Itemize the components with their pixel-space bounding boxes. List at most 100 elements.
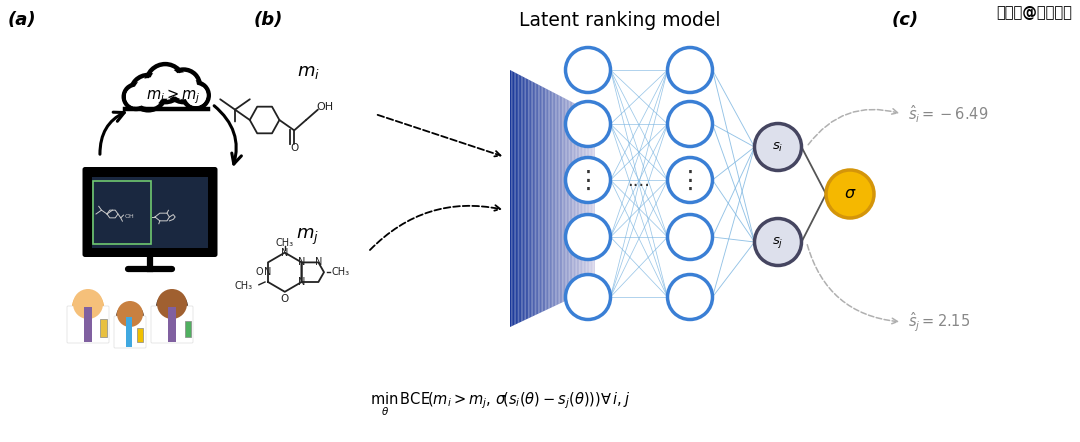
Text: CH₃: CH₃ — [234, 281, 253, 291]
Text: O: O — [281, 294, 289, 304]
Polygon shape — [510, 70, 512, 327]
Text: $\underset{\theta}{\min}\,\mathrm{BCE}\!\left(m_i > m_j,\, \sigma\!\left(s_i(\th: $\underset{\theta}{\min}\,\mathrm{BCE}\!… — [370, 390, 630, 418]
Polygon shape — [579, 106, 581, 294]
Polygon shape — [569, 101, 571, 299]
Polygon shape — [565, 99, 567, 301]
Text: OH: OH — [316, 102, 334, 112]
Circle shape — [755, 218, 801, 266]
Polygon shape — [526, 78, 527, 320]
Polygon shape — [551, 91, 553, 308]
Bar — [100, 319, 107, 337]
Polygon shape — [591, 112, 592, 289]
Polygon shape — [536, 83, 537, 315]
Circle shape — [167, 69, 200, 102]
Text: $s_j$: $s_j$ — [772, 235, 784, 249]
Text: ....: .... — [627, 171, 650, 190]
Text: $\hat{s}_i = -6.49$: $\hat{s}_i = -6.49$ — [908, 103, 988, 125]
Polygon shape — [582, 107, 583, 293]
Polygon shape — [594, 113, 595, 288]
Text: N: N — [298, 257, 306, 267]
Text: (c): (c) — [892, 11, 919, 29]
Polygon shape — [532, 82, 535, 316]
Circle shape — [157, 289, 187, 319]
Polygon shape — [577, 104, 578, 296]
Text: N: N — [265, 267, 272, 277]
Circle shape — [667, 274, 713, 320]
Polygon shape — [546, 89, 549, 310]
Text: $m_i > m_j$: $m_i > m_j$ — [146, 88, 200, 106]
Bar — [92, 176, 208, 248]
Bar — [93, 180, 151, 244]
Polygon shape — [540, 85, 541, 313]
Polygon shape — [535, 83, 536, 316]
Polygon shape — [554, 93, 555, 306]
Circle shape — [566, 214, 610, 259]
Circle shape — [755, 123, 801, 171]
Polygon shape — [572, 102, 573, 297]
Polygon shape — [578, 105, 579, 295]
Circle shape — [72, 291, 104, 323]
Polygon shape — [523, 76, 524, 321]
Polygon shape — [522, 76, 523, 322]
Text: $s_i$: $s_i$ — [772, 141, 784, 153]
Text: $\hat{s}_j = 2.15$: $\hat{s}_j = 2.15$ — [908, 310, 970, 334]
Polygon shape — [581, 107, 582, 293]
Bar — [185, 321, 191, 337]
Polygon shape — [530, 80, 531, 318]
Text: 搜狐号@学术头条: 搜狐号@学术头条 — [996, 4, 1072, 19]
Circle shape — [171, 72, 197, 99]
Polygon shape — [568, 100, 569, 300]
Text: CH₃: CH₃ — [275, 239, 294, 248]
Circle shape — [126, 87, 146, 107]
Text: O: O — [256, 267, 264, 277]
Polygon shape — [542, 87, 544, 312]
Polygon shape — [541, 86, 542, 312]
Polygon shape — [567, 99, 568, 300]
Polygon shape — [555, 93, 557, 306]
Polygon shape — [513, 72, 514, 326]
Polygon shape — [559, 95, 561, 304]
Polygon shape — [528, 80, 530, 318]
Bar — [126, 317, 132, 347]
Text: $\sigma$: $\sigma$ — [843, 187, 856, 202]
Circle shape — [566, 102, 610, 146]
FancyBboxPatch shape — [67, 306, 109, 343]
Polygon shape — [538, 85, 540, 314]
Polygon shape — [517, 74, 518, 324]
Text: N: N — [298, 277, 306, 287]
Circle shape — [134, 78, 163, 107]
Circle shape — [566, 47, 610, 92]
Polygon shape — [576, 104, 577, 296]
Text: Latent ranking model: Latent ranking model — [519, 11, 720, 30]
Circle shape — [667, 214, 713, 259]
Polygon shape — [527, 79, 528, 319]
Circle shape — [146, 64, 185, 102]
Text: OH: OH — [124, 214, 134, 219]
Polygon shape — [571, 102, 572, 298]
FancyBboxPatch shape — [151, 306, 193, 343]
Polygon shape — [524, 77, 526, 320]
Polygon shape — [563, 97, 564, 302]
Circle shape — [150, 68, 180, 99]
Text: $m_j$: $m_j$ — [297, 227, 320, 247]
Polygon shape — [561, 96, 563, 303]
Text: ⋮: ⋮ — [677, 168, 702, 193]
Polygon shape — [544, 88, 545, 311]
Circle shape — [73, 289, 103, 319]
Polygon shape — [519, 75, 522, 322]
Text: $m_i$: $m_i$ — [297, 63, 320, 81]
Text: CH₃: CH₃ — [332, 267, 350, 277]
Circle shape — [826, 170, 874, 218]
Circle shape — [183, 83, 208, 108]
FancyBboxPatch shape — [82, 167, 217, 257]
Text: (b): (b) — [254, 11, 283, 29]
Bar — [137, 328, 143, 342]
Polygon shape — [537, 84, 538, 314]
Circle shape — [566, 274, 610, 320]
Polygon shape — [550, 91, 551, 309]
Circle shape — [566, 157, 610, 202]
Polygon shape — [557, 94, 558, 305]
Bar — [84, 307, 92, 342]
Polygon shape — [515, 73, 517, 324]
Polygon shape — [585, 109, 586, 292]
